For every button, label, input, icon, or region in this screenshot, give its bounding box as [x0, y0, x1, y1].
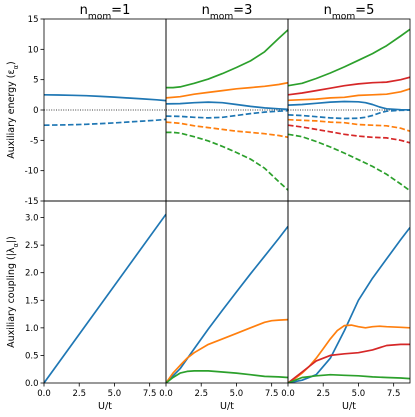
- axes-frame: [43, 200, 167, 384]
- x-tick-label: 0.0: [159, 389, 173, 399]
- series-line-5: [166, 131, 288, 191]
- y-tick-label: -15: [25, 197, 39, 207]
- y-tick-label: 0.0: [25, 379, 39, 389]
- y-axis-label: Auxiliary energy (εα): [6, 61, 20, 159]
- panel-top-left: -15 -10 -5 0 5 10 15 nmom=1 Auxiliary energy (εα…: [6, 3, 167, 207]
- x-tick-label: 5.0: [352, 389, 366, 399]
- y-tick-label: -5: [30, 136, 38, 146]
- axes-frame: [165, 200, 289, 384]
- series-line-1: [166, 318, 288, 383]
- panel-bottom-middle: 0.0 2.5 5.0 7.5 U/t: [159, 200, 289, 412]
- series-line-1: [44, 118, 166, 127]
- panel-bottom-left: 0.0 0.5 1.0 1.5 2.0 2.5 3.0 0.0 2.5 5.0 7.5 U/t Auxi…: [6, 200, 167, 412]
- series-group: [166, 29, 288, 191]
- y-tick-label: 0: [33, 106, 38, 116]
- x-tick-label: 5.0: [230, 389, 244, 399]
- series-line-2: [166, 370, 288, 383]
- series-group: [44, 213, 166, 383]
- series-line-0: [44, 213, 166, 383]
- y-tick-label: -10: [25, 167, 39, 177]
- y-tick-label: 15: [28, 15, 39, 25]
- series-line-4: [288, 109, 410, 120]
- panel-title: nmom=3: [202, 3, 253, 22]
- series-line-1: [166, 81, 288, 99]
- y-tick-label: 1.0: [25, 324, 39, 334]
- x-tick-label: 0.0: [37, 389, 51, 399]
- series-line-0: [288, 226, 410, 383]
- y-tick-label: 3.0: [25, 214, 39, 224]
- panel-title: nmom=5: [324, 3, 375, 22]
- series-line-4: [166, 121, 288, 139]
- x-tick-label: 7.5: [143, 389, 157, 399]
- series-group: [166, 225, 288, 383]
- series-line-3: [166, 109, 288, 119]
- series-group: [288, 28, 410, 192]
- series-line-2: [166, 101, 288, 111]
- series-line-3: [288, 373, 410, 383]
- y-tick-label: 2.5: [25, 241, 39, 251]
- y-tick-label: 0.5: [25, 351, 39, 361]
- x-axis-label: U/t: [342, 401, 356, 412]
- panel-bottom-right: 0.0 2.5 5.0 7.5 U/t: [281, 200, 411, 412]
- series-line-2: [288, 87, 410, 102]
- series-line-0: [166, 225, 288, 383]
- series-line-1: [288, 76, 410, 96]
- series-group: [288, 226, 410, 383]
- x-tick-label: 7.5: [265, 389, 279, 399]
- series-line-0: [44, 93, 166, 102]
- y-tick-label: 10: [28, 45, 39, 55]
- panel-top-middle: nmom=3: [165, 3, 289, 202]
- series-line-3: [288, 100, 410, 111]
- y-tick-label: 5: [33, 76, 38, 86]
- x-tick-label: 2.5: [316, 389, 330, 399]
- x-tick-label: 0.0: [281, 389, 295, 399]
- series-line-7: [288, 133, 410, 192]
- series-line-2: [288, 343, 410, 383]
- x-axis-label: U/t: [220, 401, 234, 412]
- y-tick-label: 2.0: [25, 269, 39, 279]
- series-group: [44, 93, 166, 127]
- axes-frame: [287, 200, 411, 384]
- series-line-5: [288, 118, 410, 133]
- y-tick-label: 1.5: [25, 296, 39, 306]
- panel-title: nmom=1: [80, 3, 131, 22]
- series-line-0: [288, 28, 410, 87]
- x-tick-label: 5.0: [108, 389, 122, 399]
- series-line-0: [166, 29, 288, 89]
- x-tick-label: 2.5: [194, 389, 208, 399]
- y-axis-label: Auxiliary coupling (|λα|): [6, 236, 20, 348]
- x-tick-label: 2.5: [72, 389, 86, 399]
- panel-top-right: nmom=5: [287, 3, 411, 202]
- series-line-6: [288, 124, 410, 144]
- x-tick-label: 7.5: [387, 389, 401, 399]
- x-axis-label: U/t: [98, 401, 112, 412]
